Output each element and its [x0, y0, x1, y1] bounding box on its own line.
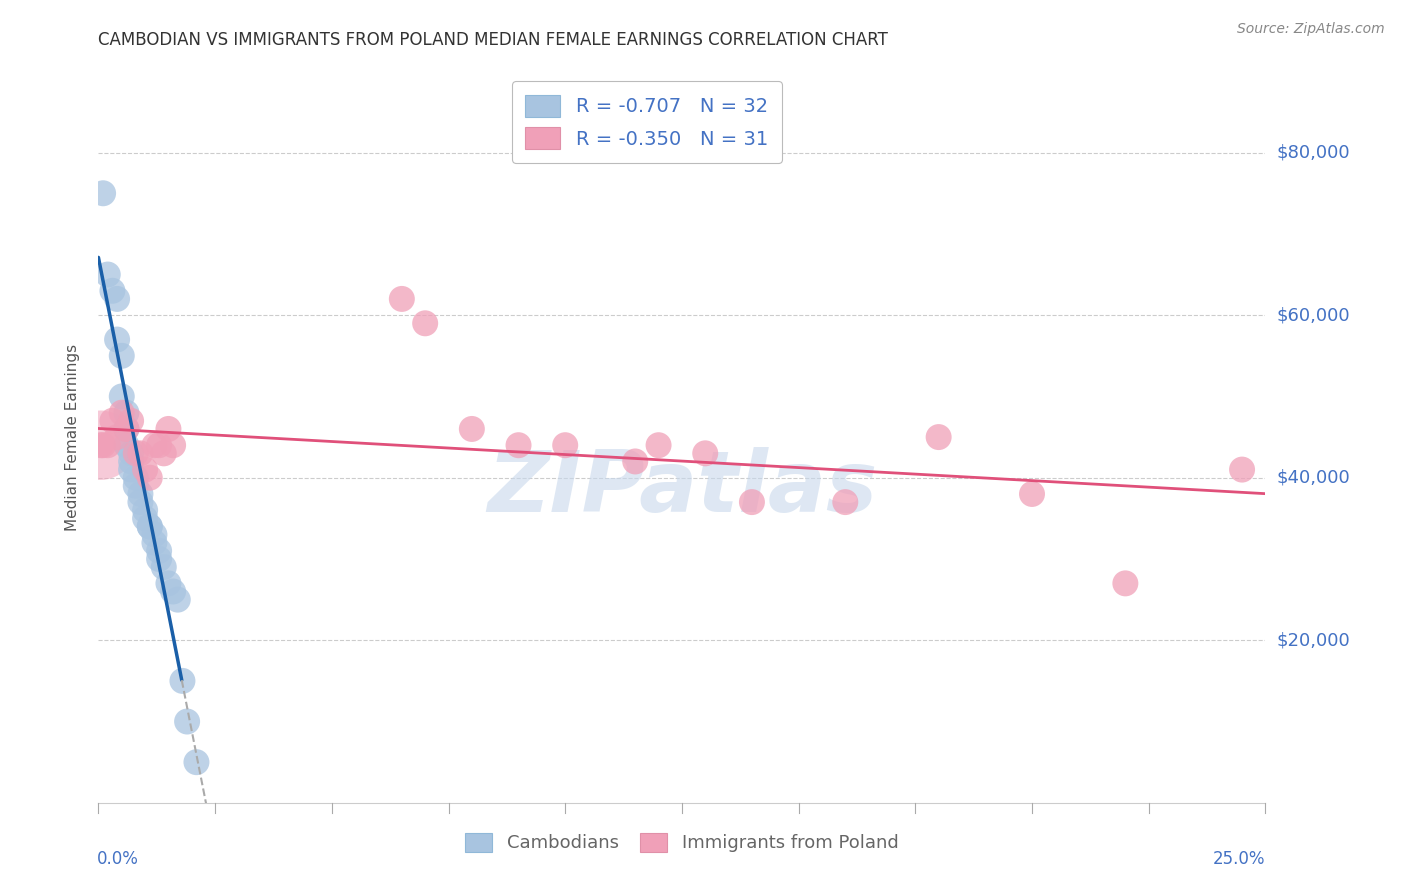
Point — [139, 519, 162, 533]
Point — [134, 511, 156, 525]
Point — [152, 560, 174, 574]
Point — [91, 186, 114, 201]
Point — [695, 446, 717, 460]
Point — [741, 495, 763, 509]
Point — [139, 471, 162, 485]
Point — [120, 462, 142, 476]
Point — [111, 349, 134, 363]
Point — [148, 438, 170, 452]
Text: $20,000: $20,000 — [1277, 632, 1350, 649]
Point — [143, 438, 166, 452]
Point — [143, 527, 166, 541]
Point — [105, 333, 128, 347]
Point — [461, 422, 484, 436]
Point — [152, 446, 174, 460]
Point — [129, 495, 152, 509]
Point — [120, 414, 142, 428]
Text: $80,000: $80,000 — [1277, 144, 1350, 161]
Point — [91, 438, 114, 452]
Point — [1230, 462, 1253, 476]
Point — [176, 714, 198, 729]
Point — [172, 673, 194, 688]
Text: 0.0%: 0.0% — [97, 850, 139, 868]
Point — [157, 422, 180, 436]
Point — [125, 479, 148, 493]
Point — [928, 430, 950, 444]
Point — [105, 292, 128, 306]
Text: $40,000: $40,000 — [1277, 468, 1350, 487]
Text: $60,000: $60,000 — [1277, 306, 1350, 324]
Point — [115, 406, 138, 420]
Point — [115, 438, 138, 452]
Point — [554, 438, 576, 452]
Point — [1021, 487, 1043, 501]
Point — [120, 454, 142, 468]
Point — [129, 446, 152, 460]
Point — [105, 430, 128, 444]
Point — [90, 438, 112, 452]
Point — [115, 422, 138, 436]
Point — [148, 544, 170, 558]
Y-axis label: Median Female Earnings: Median Female Earnings — [65, 343, 80, 531]
Point — [101, 284, 124, 298]
Point — [129, 487, 152, 501]
Point — [148, 552, 170, 566]
Point — [162, 438, 184, 452]
Point — [834, 495, 856, 509]
Point — [624, 454, 647, 468]
Point — [162, 584, 184, 599]
Point — [90, 438, 112, 452]
Text: CAMBODIAN VS IMMIGRANTS FROM POLAND MEDIAN FEMALE EARNINGS CORRELATION CHART: CAMBODIAN VS IMMIGRANTS FROM POLAND MEDI… — [98, 31, 889, 49]
Point — [1114, 576, 1136, 591]
Point — [125, 446, 148, 460]
Point — [166, 592, 188, 607]
Text: Source: ZipAtlas.com: Source: ZipAtlas.com — [1237, 22, 1385, 37]
Point — [647, 438, 669, 452]
Point — [120, 446, 142, 460]
Point — [134, 503, 156, 517]
Point — [101, 414, 124, 428]
Text: ZIPatlas: ZIPatlas — [486, 447, 877, 530]
Point — [134, 462, 156, 476]
Point — [186, 755, 208, 769]
Point — [391, 292, 413, 306]
Point — [413, 316, 436, 330]
Point — [508, 438, 530, 452]
Point — [143, 535, 166, 549]
Point — [139, 519, 162, 533]
Point — [111, 406, 134, 420]
Point — [97, 438, 120, 452]
Point — [125, 471, 148, 485]
Point — [157, 576, 180, 591]
Legend: Cambodians, Immigrants from Poland: Cambodians, Immigrants from Poland — [458, 826, 905, 860]
Point — [111, 389, 134, 403]
Point — [115, 422, 138, 436]
Text: 25.0%: 25.0% — [1213, 850, 1265, 868]
Point — [97, 268, 120, 282]
